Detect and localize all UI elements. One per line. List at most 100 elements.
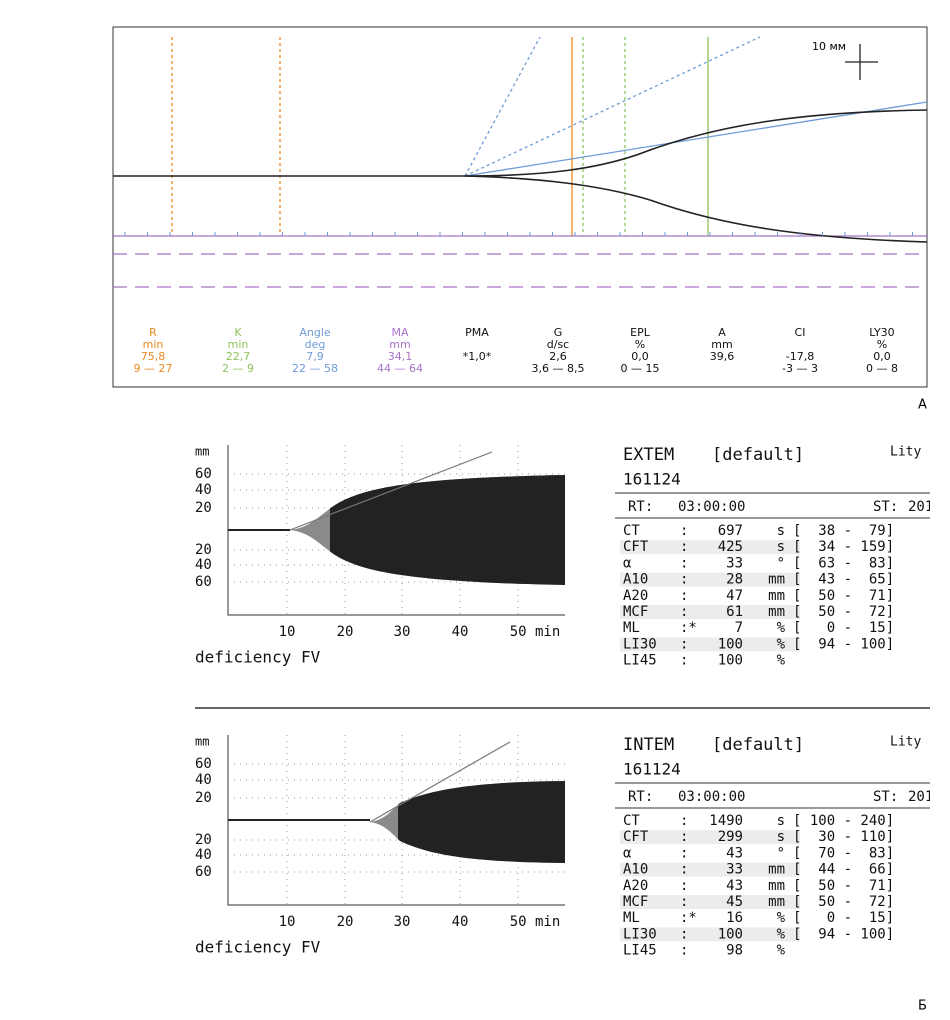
- param-value: 75,8: [141, 350, 166, 363]
- rt-value: 03:00:00: [678, 789, 745, 805]
- panel-label: A: [918, 398, 927, 413]
- test-name: INTEM: [623, 735, 674, 755]
- param-value: 34,1: [388, 350, 413, 363]
- axis: [227, 445, 565, 616]
- row-unit: mm: [768, 862, 785, 878]
- row-name: α: [623, 555, 632, 571]
- row-sep: :: [680, 636, 688, 652]
- row-value: 1490: [709, 813, 743, 829]
- row-shade: [620, 540, 800, 555]
- row-name: LI45: [623, 943, 657, 959]
- rt-label: RT:: [628, 499, 653, 515]
- row-sep: :: [680, 653, 688, 669]
- row-unit: %: [777, 620, 786, 636]
- row-name: CT: [623, 523, 640, 539]
- param-range: 9 — 27: [134, 362, 173, 375]
- test-name: EXTEM: [623, 445, 674, 465]
- trace: [113, 109, 928, 177]
- param-name: PMA: [465, 326, 489, 339]
- row-range: [ 0 - 15]: [793, 620, 894, 636]
- row-range: [ 63 - 83]: [793, 555, 894, 571]
- param-range: 44 — 64: [377, 362, 423, 375]
- row-range: [ 70 - 83]: [793, 845, 894, 861]
- row-value: 28: [726, 572, 743, 588]
- row-unit: mm: [768, 572, 785, 588]
- row-sep: :: [680, 943, 688, 959]
- st-label: ST:: [873, 789, 898, 805]
- rt-label: RT:: [628, 789, 653, 805]
- param-value: -17,8: [786, 350, 814, 363]
- angle-line: [464, 101, 928, 177]
- param-value: 2,6: [549, 350, 567, 363]
- row-value: 299: [718, 829, 743, 845]
- rt-value: 03:00:00: [678, 499, 745, 515]
- angle-line: [464, 36, 541, 177]
- row-range: [ 50 - 71]: [793, 878, 894, 894]
- row-sep: :: [680, 523, 688, 539]
- param-name: G: [554, 326, 563, 339]
- y-label: mm: [195, 445, 209, 459]
- row-value: 7: [735, 620, 743, 636]
- ticks: [124, 232, 913, 236]
- row-value: 33: [726, 862, 743, 878]
- row-shade: [620, 927, 800, 942]
- param-name: LY30: [869, 326, 894, 339]
- row-range: [ 38 - 79]: [793, 523, 894, 539]
- profile: [default]: [712, 445, 804, 465]
- row-range: [ 100 - 240]: [793, 813, 894, 829]
- param-unit: mm: [389, 338, 410, 351]
- sample-id: 161124: [623, 470, 681, 489]
- row-sep: :: [680, 845, 688, 861]
- row-range: [ 50 - 71]: [793, 588, 894, 604]
- row-sep: :: [680, 604, 688, 620]
- y-tick-label: 40: [195, 772, 212, 788]
- row-unit: %: [777, 636, 786, 652]
- row-unit: %: [777, 910, 786, 926]
- row-name: LI45: [623, 653, 657, 669]
- param-unit: min: [143, 338, 164, 351]
- row-sep: :: [680, 878, 688, 894]
- row-name: α: [623, 845, 632, 861]
- param-value: 0,0: [873, 350, 891, 363]
- row-range: [ 94 - 100]: [793, 636, 894, 652]
- row-shade: [620, 895, 800, 909]
- frame: [112, 26, 928, 388]
- operator: Lity: [890, 445, 921, 460]
- row-unit: s: [777, 829, 785, 845]
- param-name: A: [718, 326, 726, 339]
- param-value: 39,6: [710, 350, 735, 363]
- row-sep: :: [680, 862, 688, 878]
- row-value: 100: [718, 653, 743, 669]
- row-name: MCF: [623, 894, 648, 910]
- caption: deficiency FV: [195, 648, 321, 667]
- row-value: 100: [718, 926, 743, 942]
- row-value: 100: [718, 636, 743, 652]
- y-tick-label: 20: [195, 790, 212, 806]
- row-name: A10: [623, 862, 648, 878]
- row-shade: [620, 862, 800, 877]
- y-tick-label: 20: [195, 500, 212, 516]
- row-sep: :: [680, 813, 688, 829]
- row-unit: %: [777, 926, 786, 942]
- row-unit: mm: [768, 894, 785, 910]
- trace-envelope: [330, 475, 565, 585]
- row-value: 697: [718, 523, 743, 539]
- y-tick-label: 60: [195, 574, 212, 590]
- param-range: 3,6 — 8,5: [532, 362, 585, 375]
- row-unit: %: [777, 653, 786, 669]
- param-name: EPL: [630, 326, 651, 339]
- row-unit: °: [777, 845, 785, 861]
- param-name: Angle: [299, 326, 331, 339]
- param-unit: %: [877, 338, 887, 351]
- row-name: LI30: [623, 926, 657, 942]
- row-name: A20: [623, 588, 648, 604]
- param-unit: mm: [711, 338, 732, 351]
- st-label: ST:: [873, 499, 898, 515]
- y-tick-label: 60: [195, 466, 212, 482]
- row-unit: s: [777, 523, 785, 539]
